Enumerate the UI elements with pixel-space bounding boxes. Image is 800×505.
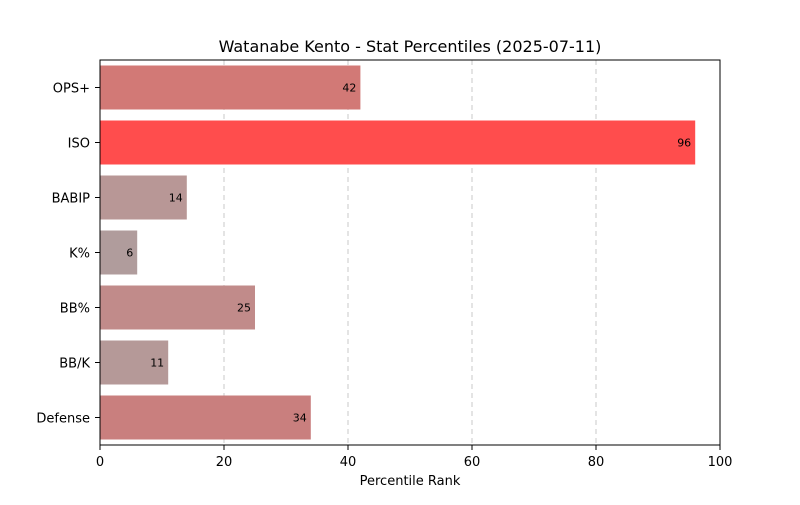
bar xyxy=(100,340,169,385)
bar-value-label: 14 xyxy=(169,192,183,205)
y-tick-label: BABIP xyxy=(52,192,91,207)
bar-value-label: 96 xyxy=(677,137,691,150)
x-tick-label: 100 xyxy=(708,455,733,470)
y-tick-label: Defense xyxy=(36,412,90,427)
x-tick-label: 0 xyxy=(96,455,104,470)
y-tick-label: BB/K xyxy=(59,357,90,372)
x-axis: 0 20 40 60 80 100 xyxy=(96,445,733,470)
grid-lines xyxy=(223,60,597,445)
y-tick-label: OPS+ xyxy=(53,82,90,97)
bar xyxy=(100,175,187,220)
bar xyxy=(100,120,696,165)
x-tick-label: 80 xyxy=(588,455,605,470)
y-axis: OPS+ ISO BABIP K% BB% BB/K Defense xyxy=(36,82,100,427)
plot-frame xyxy=(99,59,721,446)
x-axis-label: Percentile Rank xyxy=(360,474,461,489)
bars: 42 96 14 6 25 11 34 xyxy=(100,65,696,440)
bar-value-label: 34 xyxy=(293,412,307,425)
bar xyxy=(100,65,361,110)
x-tick-label: 60 xyxy=(464,455,481,470)
y-tick-label: K% xyxy=(69,247,90,262)
bar-value-label: 42 xyxy=(342,82,356,95)
bar-value-label: 11 xyxy=(150,357,164,370)
y-tick-label: BB% xyxy=(60,302,90,317)
x-tick-label: 20 xyxy=(216,455,233,470)
x-tick-label: 40 xyxy=(340,455,357,470)
bar-value-label: 25 xyxy=(237,302,251,315)
bar xyxy=(100,285,255,330)
bar xyxy=(100,230,138,275)
bar xyxy=(100,395,311,440)
chart-title: Watanabe Kento - Stat Percentiles (2025-… xyxy=(219,37,602,56)
bar-value-label: 6 xyxy=(126,247,133,260)
y-tick-label: ISO xyxy=(68,137,90,152)
